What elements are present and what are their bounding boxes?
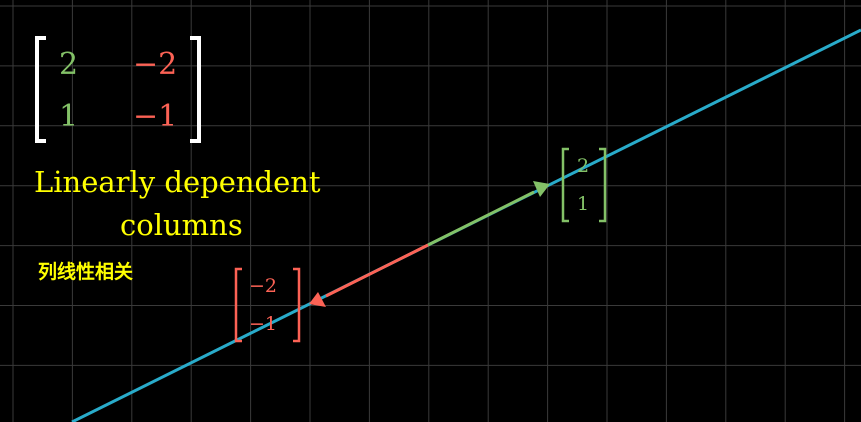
green-vector-bottom-entry: 1 xyxy=(577,193,590,215)
red-vector-arrowhead xyxy=(309,292,326,307)
red-vector-arrow xyxy=(309,243,429,307)
red-vector-top-entry: −2 xyxy=(249,275,278,297)
matrix-entry-r2c1: 1 xyxy=(59,99,79,134)
red-vector-bottom-entry: −1 xyxy=(249,313,278,335)
green-vector-left-bracket xyxy=(561,147,569,223)
caption-line-2: columns xyxy=(120,208,243,242)
green-vector-right-bracket xyxy=(599,147,607,223)
matrix-entry-r1c1: 2 xyxy=(59,47,79,82)
red-vector-left-bracket xyxy=(234,267,242,343)
matrix-entry-r1c2: −2 xyxy=(133,47,178,82)
matrix-entry-r2c2: −1 xyxy=(133,99,178,134)
matrix-right-bracket xyxy=(190,36,201,143)
red-vector-shaft xyxy=(325,243,429,298)
green-vector-arrow xyxy=(427,181,550,247)
red-vector-right-bracket xyxy=(293,267,301,343)
caption-chinese: 列线性相关 xyxy=(38,261,134,283)
green-vector-top-entry: 2 xyxy=(577,155,590,177)
matrix-left-bracket xyxy=(35,36,46,143)
green-vector-shaft xyxy=(427,190,535,247)
caption-line-1: Linearly dependent xyxy=(34,165,321,199)
green-vector-arrowhead xyxy=(533,181,550,197)
